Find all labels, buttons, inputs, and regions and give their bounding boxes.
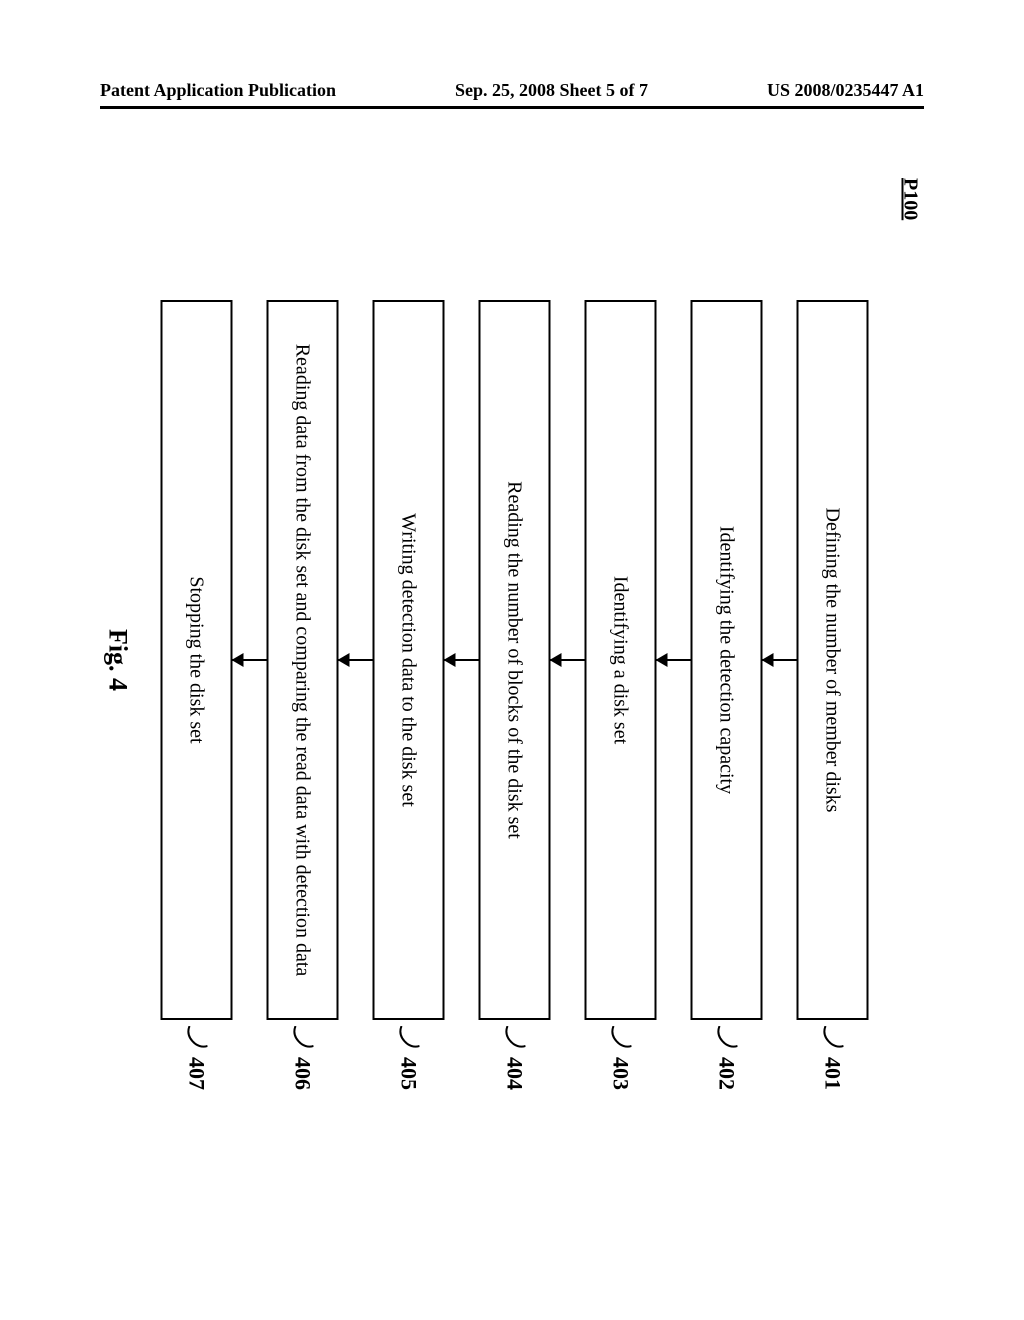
flow-step: Stopping the disk set407 (161, 300, 233, 1020)
figure-caption: Fig. 4 (103, 170, 133, 1150)
ref-leader-icon (398, 1026, 420, 1050)
flow-step: Reading the number of blocks of the disk… (479, 300, 551, 1020)
ref-leader-icon (292, 1026, 314, 1050)
flow-arrow-icon (657, 659, 691, 661)
flow-step-ref: 402 (714, 1057, 740, 1090)
ref-leader-icon (186, 1026, 208, 1050)
flow-step-box: Stopping the disk set (161, 300, 233, 1020)
flow-arrow-icon (233, 659, 267, 661)
flow-step-box: Reading data from the disk set and compa… (267, 300, 339, 1020)
ref-leader-icon (610, 1026, 632, 1050)
flow-step: Defining the number of member disks401 (797, 300, 869, 1020)
page: Patent Application Publication Sep. 25, … (0, 0, 1024, 1320)
ref-leader-icon (822, 1026, 844, 1050)
figure-area: P100 Defining the number of member disks… (103, 170, 922, 1150)
flow-step-box: Defining the number of member disks (797, 300, 869, 1020)
flow-step-ref: 407 (184, 1057, 210, 1090)
flow-step: Identifying a disk set403 (585, 300, 657, 1020)
flow-step: Identifying the detection capacity402 (691, 300, 763, 1020)
header-underline (100, 106, 924, 109)
flow-step: Writing detection data to the disk set40… (373, 300, 445, 1020)
flow-arrow-icon (445, 659, 479, 661)
flow-step-box: Writing detection data to the disk set (373, 300, 445, 1020)
flow-step-ref: 406 (290, 1057, 316, 1090)
header-right: US 2008/0235447 A1 (767, 80, 924, 101)
header-center: Sep. 25, 2008 Sheet 5 of 7 (455, 80, 648, 101)
flow-arrow-icon (551, 659, 585, 661)
flow-step-ref: 401 (820, 1057, 846, 1090)
flow-step: Reading data from the disk set and compa… (267, 300, 339, 1020)
flow-step-ref: 404 (502, 1057, 528, 1090)
flow-step-box: Identifying the detection capacity (691, 300, 763, 1020)
flow-step-box: Reading the number of blocks of the disk… (479, 300, 551, 1020)
header-left: Patent Application Publication (100, 80, 336, 101)
ref-leader-icon (716, 1026, 738, 1050)
process-label: P100 (899, 178, 922, 1150)
flow-step-ref: 405 (396, 1057, 422, 1090)
flow-step-box: Identifying a disk set (585, 300, 657, 1020)
flow-arrow-icon (763, 659, 797, 661)
page-header: Patent Application Publication Sep. 25, … (100, 80, 924, 101)
ref-leader-icon (504, 1026, 526, 1050)
flowchart: Defining the number of member disks401Id… (161, 170, 869, 1150)
flow-step-ref: 403 (608, 1057, 634, 1090)
flow-arrow-icon (339, 659, 373, 661)
